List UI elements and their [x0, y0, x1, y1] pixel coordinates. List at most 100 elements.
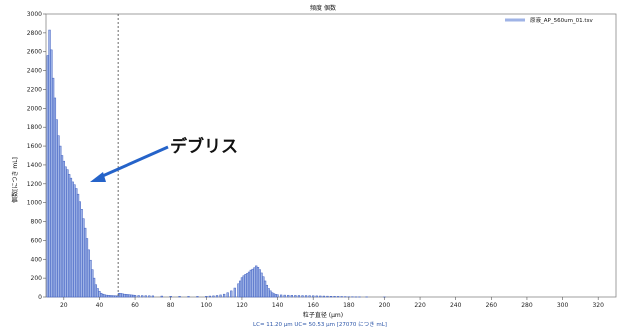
x-tick-label: 140 [272, 302, 284, 309]
histogram-bar [119, 293, 122, 298]
histogram-bar [263, 280, 267, 298]
y-tick-label: 200 [31, 275, 43, 282]
histogram-bar [219, 294, 222, 298]
histogram-bar [251, 268, 254, 298]
histogram-bar [287, 294, 290, 298]
histogram-bar [242, 275, 245, 298]
histogram-bar [256, 267, 260, 298]
histogram-bar [230, 290, 233, 298]
histogram-bar [169, 296, 172, 298]
histogram-bar [87, 249, 90, 298]
x-axis-label: 粒子直径 (μm) [303, 311, 343, 319]
annotation-arrowhead [90, 172, 106, 182]
y-axis-ticks: 0 200 400 600 800 1000 1200 1400 1600 1800 2000 220… [27, 11, 46, 301]
chart-title: 頻度 個数 [310, 4, 336, 12]
legend-label: 原液_AP_560um_01.tsv [530, 16, 593, 24]
histogram-bar [101, 293, 105, 298]
histogram-bar [103, 294, 106, 298]
annotation-arrow-line [97, 145, 169, 180]
histogram-bar [274, 294, 277, 298]
histogram-bar [315, 295, 318, 298]
histogram-bar [66, 169, 69, 298]
y-tick-label: 1800 [27, 124, 42, 131]
histogram-bar [312, 295, 315, 298]
histogram-bar [144, 295, 147, 298]
histogram-bar [116, 295, 119, 298]
histogram-bar [247, 271, 251, 298]
histogram-bar [222, 293, 226, 298]
histogram-bar [69, 177, 73, 298]
histogram-bar [258, 269, 261, 298]
histogram-bar [98, 291, 101, 298]
histogram-bar [107, 295, 110, 298]
x-tick-label: 220 [414, 302, 426, 309]
x-tick-label: 100 [201, 302, 213, 309]
histogram-bar [105, 294, 108, 298]
histogram-bar [126, 294, 130, 298]
x-tick-label: 260 [486, 302, 498, 309]
histogram-bar [283, 294, 286, 298]
histogram-bar [319, 295, 322, 298]
y-tick-label: 3000 [27, 11, 42, 18]
histogram-bar [333, 296, 336, 298]
histogram-bar [294, 295, 297, 298]
histogram-bar [59, 145, 62, 298]
y-tick-label: 1200 [27, 181, 42, 188]
x-tick-label: 300 [557, 302, 569, 309]
histogram-bar [246, 273, 249, 298]
y-tick-label: 1000 [27, 200, 42, 207]
histogram-bar [57, 135, 60, 298]
histogram-bar [262, 276, 265, 298]
histogram-bar [148, 295, 151, 298]
y-tick-label: 1600 [27, 143, 42, 150]
histogram-bar [53, 97, 57, 298]
histogram-bar [290, 295, 293, 298]
legend: 原液_AP_560um_01.tsv [505, 16, 593, 24]
y-tick-label: 400 [31, 256, 43, 263]
x-tick-label: 320 [592, 302, 604, 309]
histogram-bar [133, 295, 137, 298]
histogram-bar [269, 290, 272, 298]
histogram-bar [84, 227, 87, 298]
histogram-bar [89, 259, 92, 298]
histogram-bar [73, 184, 76, 298]
y-tick-label: 800 [31, 219, 43, 226]
histogram-bar [94, 284, 98, 298]
histogram-bar [322, 295, 326, 298]
histogram-bar [80, 209, 83, 298]
histogram-bar [68, 174, 71, 298]
histogram-bar [240, 277, 244, 298]
y-axis-label: 個数[につき mL] [11, 157, 19, 203]
histogram-bar [76, 193, 80, 298]
histogram-bar [178, 296, 181, 298]
annotation-label: デブリス [170, 136, 238, 157]
histogram-bar [301, 295, 304, 298]
histogram-bar [130, 294, 133, 298]
y-tick-label: 2600 [27, 49, 42, 56]
histogram-bar [55, 119, 58, 298]
y-tick-label: 0 [38, 294, 42, 301]
histogram-bar [267, 288, 270, 298]
histogram-bar [212, 295, 215, 298]
histogram-bar [308, 295, 311, 298]
histogram-bar [108, 295, 112, 298]
histogram-bar [276, 294, 279, 298]
histogram-bar [64, 166, 67, 298]
y-tick-label: 1400 [27, 162, 42, 169]
x-tick-label: 280 [521, 302, 533, 309]
histogram-bar [114, 295, 117, 298]
histogram-bar [205, 296, 208, 298]
x-tick-label: 240 [450, 302, 462, 309]
x-tick-label: 200 [379, 302, 391, 309]
histogram-bar [272, 293, 276, 298]
histogram-bar [326, 295, 329, 298]
footer-stats: LC= 11.20 μm UC= 50.53 μm [27070 につき mL] [253, 321, 387, 328]
histogram-bar [51, 77, 55, 298]
histogram-bar [82, 218, 85, 298]
histogram-bar [271, 292, 274, 298]
y-tick-label: 600 [31, 237, 43, 244]
histogram-bar [239, 280, 242, 298]
histogram-bar [110, 295, 114, 298]
histogram-bar [279, 294, 283, 298]
